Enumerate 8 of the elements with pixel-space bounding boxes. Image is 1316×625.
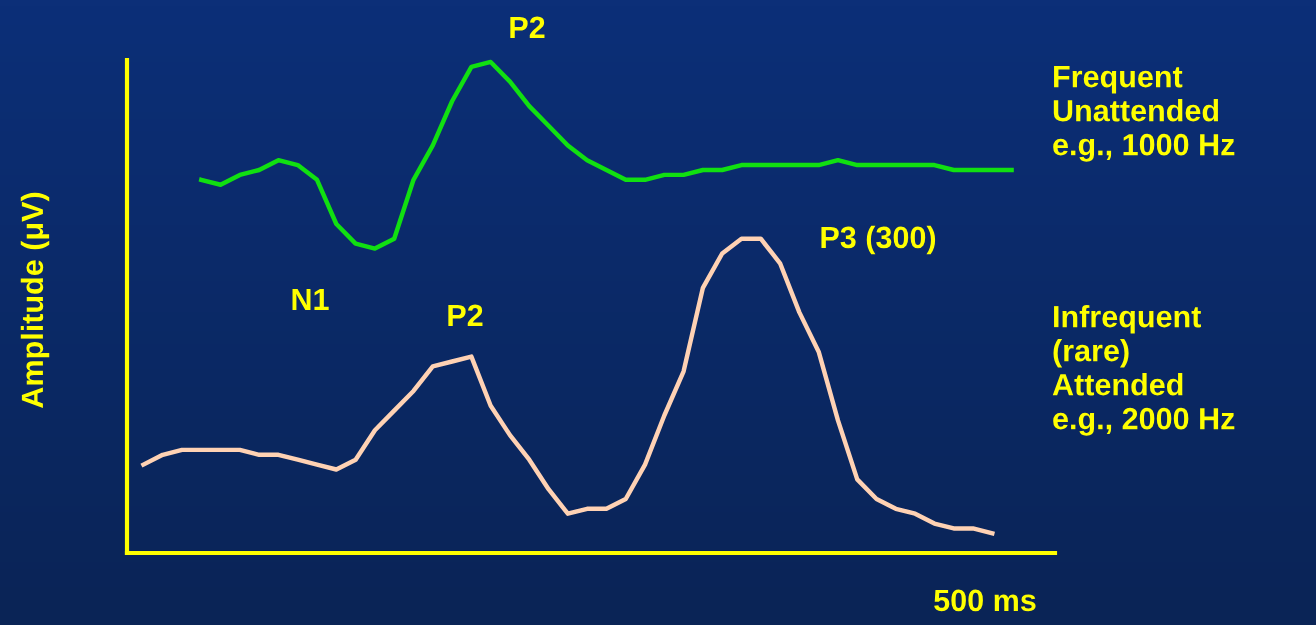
series-label: Frequent Unattended e.g., 1000 Hz [1053, 66, 1235, 162]
annotation: N1 [292, 288, 329, 310]
text: P2 [510, 16, 545, 38]
text: Infrequent (rare) Attended e.g., 2000 Hz [1052, 305, 1235, 436]
annotation: P3 (300) [821, 225, 936, 255]
annotation: P2 [448, 304, 483, 326]
y-axis-title: Amplitude (μV) [20, 192, 50, 408]
x-axis-title: 500 ms [934, 589, 1036, 612]
